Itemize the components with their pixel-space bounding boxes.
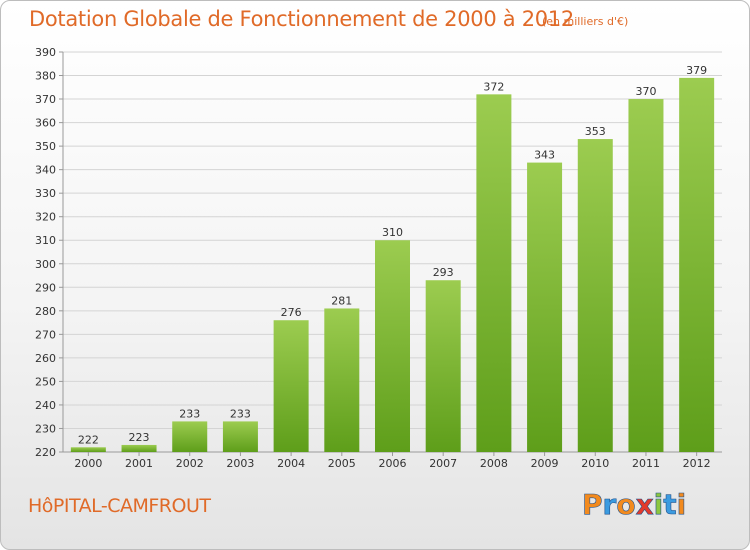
x-tick-label: 2006 — [379, 457, 407, 470]
x-tick-label: 2011 — [632, 457, 660, 470]
bars — [70, 77, 715, 453]
data-label: 379 — [686, 64, 707, 77]
data-label: 372 — [483, 80, 504, 93]
y-tick-label: 380 — [35, 70, 56, 83]
bar — [121, 444, 157, 452]
bar — [577, 139, 613, 452]
x-tick-label: 2005 — [328, 457, 356, 470]
commune-name: HôPITAL-CAMFROUT — [28, 495, 211, 517]
data-label: 223 — [129, 431, 150, 444]
x-tick-label: 2003 — [226, 457, 254, 470]
bar — [476, 94, 512, 453]
x-tick-label: 2001 — [125, 457, 153, 470]
bar — [527, 162, 563, 452]
bar — [222, 421, 258, 452]
y-tick-label: 250 — [35, 375, 56, 388]
data-labels: 222 223 233 233 276 281 310 293 372 343 353 370 379 — [78, 64, 707, 446]
logo-letter: x — [635, 488, 654, 522]
bar — [425, 280, 461, 452]
x-tick-label: 2008 — [480, 457, 508, 470]
logo-letter: r — [602, 488, 617, 522]
bar — [273, 320, 309, 452]
y-tick-label: 260 — [35, 352, 56, 365]
x-tick-label: 2002 — [176, 457, 204, 470]
x-tick-label: 2004 — [277, 457, 305, 470]
y-tick-label: 310 — [35, 234, 56, 247]
y-tick-label: 270 — [35, 328, 56, 341]
data-label: 276 — [281, 306, 302, 319]
data-label: 281 — [331, 294, 352, 307]
y-tick-label: 370 — [35, 93, 56, 106]
y-tick-label: 290 — [35, 281, 56, 294]
logo-letter: P — [582, 488, 603, 522]
bar — [628, 99, 664, 452]
data-label: 310 — [382, 226, 403, 239]
data-label: 343 — [534, 149, 555, 162]
y-tick-label: 330 — [35, 187, 56, 200]
chart-unit: (en milliers d'€) — [542, 15, 629, 28]
bar — [172, 421, 208, 452]
y-tick-label: 390 — [35, 46, 56, 59]
y-tick-label: 220 — [35, 446, 56, 459]
data-label: 293 — [433, 266, 454, 279]
data-label: 222 — [78, 433, 99, 446]
y-tick-label: 300 — [35, 258, 56, 271]
y-tick-label: 230 — [35, 422, 56, 435]
x-tick-label: 2007 — [429, 457, 457, 470]
bar — [324, 308, 360, 452]
y-tick-label: 240 — [35, 399, 56, 412]
logo-letter: i — [676, 488, 687, 522]
logo-letter: t — [663, 488, 677, 522]
data-label: 353 — [585, 125, 606, 138]
bar — [70, 447, 106, 452]
x-tick-label: 2009 — [531, 457, 559, 470]
y-tick-label: 360 — [35, 117, 56, 130]
y-tick-label: 320 — [35, 211, 56, 224]
bar — [679, 77, 715, 452]
data-label: 233 — [179, 407, 200, 420]
y-tick-label: 280 — [35, 305, 56, 318]
data-label: 370 — [635, 85, 656, 98]
chart-title: Dotation Globale de Fonctionnement de 20… — [29, 7, 574, 31]
logo-letter: o — [616, 488, 636, 522]
data-label: 233 — [230, 407, 251, 420]
x-tick-label: 2010 — [581, 457, 609, 470]
y-tick-label: 350 — [35, 140, 56, 153]
logo-letter: i — [653, 488, 664, 522]
x-tick-label: 2012 — [683, 457, 711, 470]
x-axis: 2000 2001 2002 2003 2004 2005 2006 2007 2008 2009… — [74, 452, 711, 470]
y-tick-label: 340 — [35, 164, 56, 177]
bar — [375, 240, 410, 452]
proxiti-logo: Proxiti — [582, 488, 687, 522]
x-tick-label: 2000 — [74, 457, 102, 470]
